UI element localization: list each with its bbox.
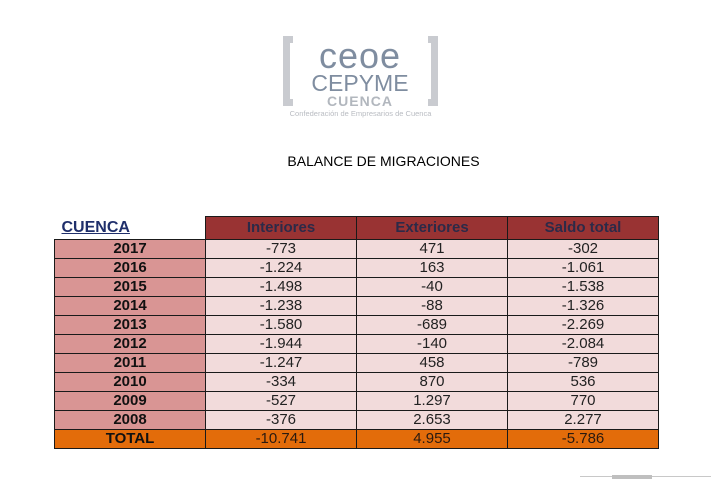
total-row: TOTAL -10.741 4.955 -5.786: [54, 429, 659, 449]
exteriores-cell: 870: [356, 372, 508, 392]
total-saldo: -5.786: [507, 429, 659, 449]
exteriores-cell: 1.297: [356, 391, 508, 411]
saldo-cell: -1.326: [507, 296, 659, 316]
table-header-row: CUENCA Interiores Exteriores Saldo total: [54, 216, 659, 240]
exteriores-cell: 163: [356, 258, 508, 278]
year-cell: 2011: [54, 353, 206, 373]
logo-cuenca-text: CUENCA: [305, 94, 415, 108]
saldo-cell: 770: [507, 391, 659, 411]
saldo-cell: -1.538: [507, 277, 659, 297]
logo-ceoe-text: ceoe: [318, 35, 402, 76]
year-cell: 2014: [54, 296, 206, 316]
interiores-cell: -773: [205, 239, 357, 259]
scroll-indicator: [612, 475, 652, 479]
page-title-text: BALANCE DE MIGRACIONES: [287, 153, 480, 169]
table-row: 2014 -1.238 -88 -1.326: [54, 296, 659, 316]
exteriores-cell: -40: [356, 277, 508, 297]
interiores-cell: -1.224: [205, 258, 357, 278]
interiores-cell: -1.944: [205, 334, 357, 354]
total-interiores: -10.741: [205, 429, 357, 449]
year-cell: 2012: [54, 334, 206, 354]
table-row: 2013 -1.580 -689 -2.269: [54, 315, 659, 335]
ceoe-cepyme-logo: ceoe CEPYME CUENCA Confederación de Empr…: [283, 36, 438, 120]
header-interiores: Interiores: [205, 216, 357, 240]
saldo-cell: 536: [507, 372, 659, 392]
table-row: 2008 -376 2.653 2.277: [54, 410, 659, 430]
page-title: BALANCE DE MIGRACIONES: [0, 153, 711, 169]
year-cell: 2008: [54, 410, 206, 430]
interiores-cell: -527: [205, 391, 357, 411]
table-row: 2012 -1.944 -140 -2.084: [54, 334, 659, 354]
table-row: 2016 -1.224 163 -1.061: [54, 258, 659, 278]
total-exteriores: 4.955: [356, 429, 508, 449]
migration-balance-table: CUENCA Interiores Exteriores Saldo total…: [54, 216, 659, 449]
year-cell: 2017: [54, 239, 206, 259]
interiores-cell: -1.580: [205, 315, 357, 335]
year-cell: 2016: [54, 258, 206, 278]
exteriores-cell: 458: [356, 353, 508, 373]
saldo-cell: 2.277: [507, 410, 659, 430]
header-exteriores: Exteriores: [356, 216, 508, 240]
year-cell: 2009: [54, 391, 206, 411]
exteriores-cell: 471: [356, 239, 508, 259]
saldo-cell: -789: [507, 353, 659, 373]
logo-subtitle: Confederación de Empresarios de Cuenca: [289, 109, 432, 118]
interiores-cell: -376: [205, 410, 357, 430]
table-row: 2015 -1.498 -40 -1.538: [54, 277, 659, 297]
total-label: TOTAL: [54, 429, 206, 449]
table-row: 2011 -1.247 458 -789: [54, 353, 659, 373]
interiores-cell: -1.238: [205, 296, 357, 316]
header-saldo-total: Saldo total: [507, 216, 659, 240]
interiores-cell: -1.498: [205, 277, 357, 297]
table-row: 2009 -527 1.297 770: [54, 391, 659, 411]
exteriores-cell: -88: [356, 296, 508, 316]
logo-left-bracket: [283, 36, 293, 106]
exteriores-cell: 2.653: [356, 410, 508, 430]
region-label: CUENCA: [54, 216, 206, 240]
year-cell: 2013: [54, 315, 206, 335]
saldo-cell: -302: [507, 239, 659, 259]
exteriores-cell: -689: [356, 315, 508, 335]
logo-cepyme-text: CEPYME: [311, 70, 409, 96]
year-cell: 2015: [54, 277, 206, 297]
saldo-cell: -2.269: [507, 315, 659, 335]
logo-right-bracket: [428, 36, 438, 106]
table-row: 2010 -334 870 536: [54, 372, 659, 392]
interiores-cell: -1.247: [205, 353, 357, 373]
saldo-cell: -2.084: [507, 334, 659, 354]
saldo-cell: -1.061: [507, 258, 659, 278]
table-row: 2017 -773 471 -302: [54, 239, 659, 259]
interiores-cell: -334: [205, 372, 357, 392]
exteriores-cell: -140: [356, 334, 508, 354]
year-cell: 2010: [54, 372, 206, 392]
